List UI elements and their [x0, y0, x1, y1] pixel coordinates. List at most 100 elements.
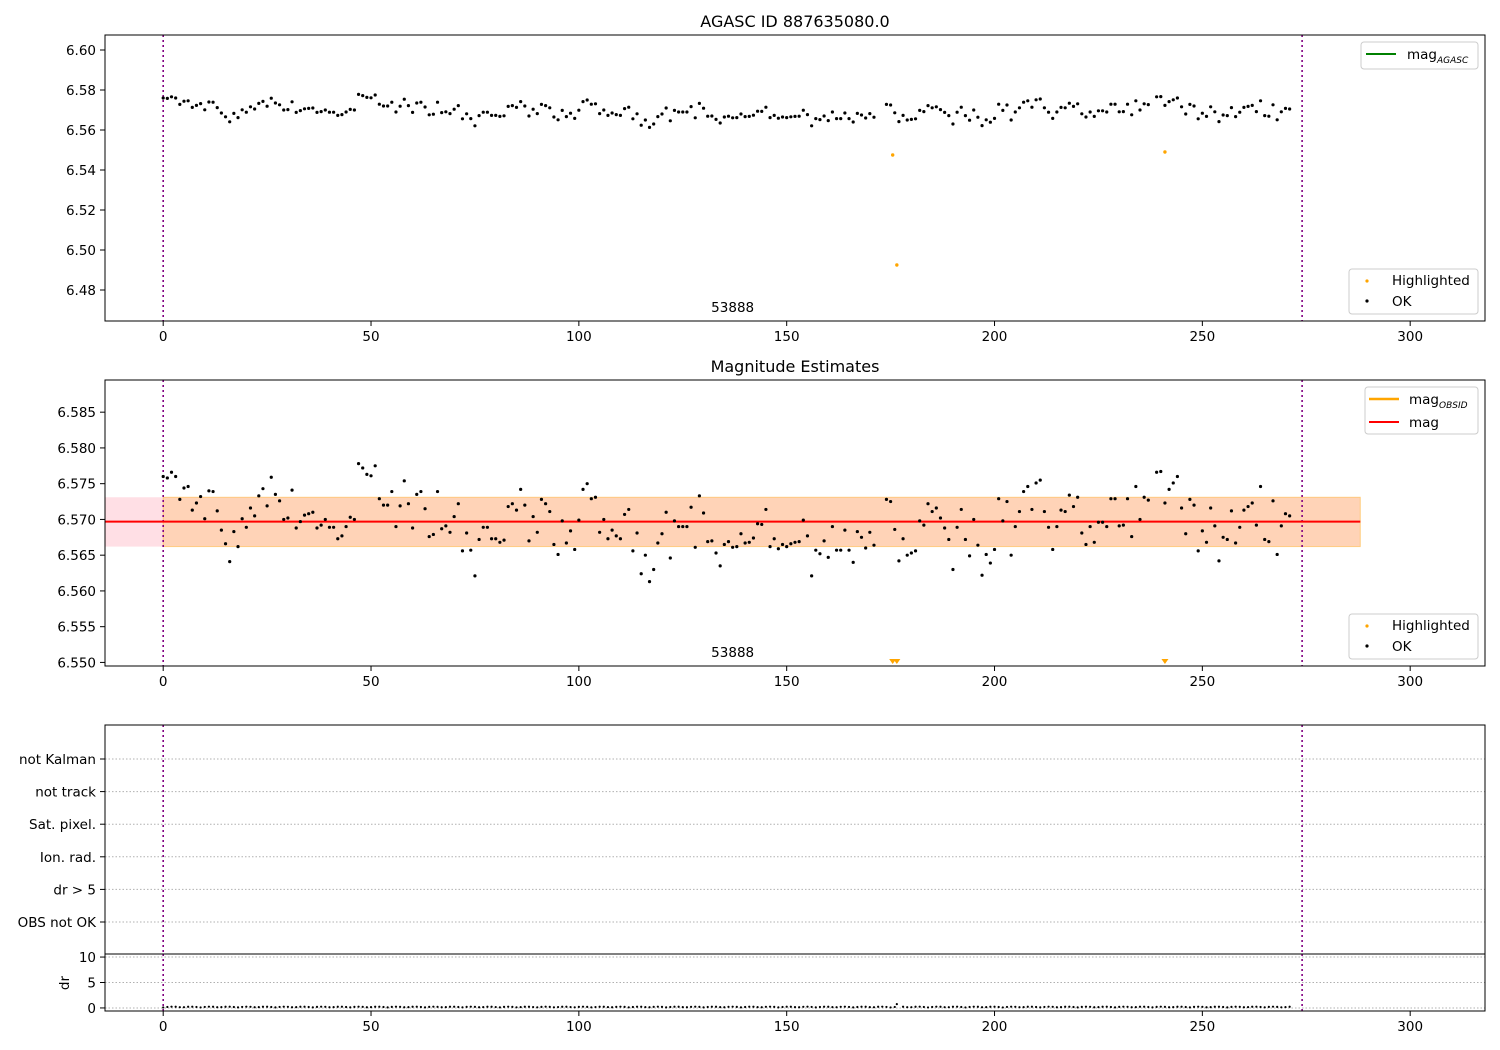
legend-box — [1348, 268, 1479, 315]
ok-point — [419, 100, 423, 104]
ok-point — [951, 567, 955, 572]
dr-point — [1163, 1005, 1167, 1008]
dr-point — [199, 1006, 202, 1009]
x-tick-label: 150 — [774, 329, 800, 345]
flags-panel: not Kalman not track Sat. pixel. Ion. rad. d… — [18, 724, 1486, 955]
dr-point — [1246, 1005, 1250, 1009]
ok-point — [340, 534, 344, 538]
dr-point — [353, 1005, 356, 1008]
dr-point — [777, 1006, 780, 1009]
dr-point — [798, 1006, 801, 1009]
dr-point — [286, 1005, 289, 1008]
dr-point — [573, 1006, 576, 1009]
dr-point — [623, 1005, 626, 1008]
ok-point — [290, 100, 294, 104]
ok-point — [1059, 105, 1063, 109]
ok-point — [228, 120, 232, 124]
dr-point — [1222, 1005, 1225, 1009]
dr-point — [1018, 1006, 1021, 1009]
dr-point — [453, 1005, 456, 1008]
ok-point — [435, 489, 440, 494]
ok-point — [477, 114, 481, 118]
dr-point — [1034, 1005, 1038, 1009]
dr-point — [723, 1006, 726, 1009]
y-tick-label: 6.52 — [66, 203, 96, 219]
ok-point — [1279, 524, 1283, 528]
ok-point — [203, 517, 207, 521]
ok-point — [373, 464, 377, 468]
dr-point — [170, 1005, 173, 1008]
ok-point — [614, 534, 618, 538]
ok-point — [1022, 489, 1026, 494]
ok-point — [943, 110, 947, 114]
dr-point — [519, 1005, 522, 1009]
dr-point — [652, 1005, 655, 1008]
dr-point — [1043, 1005, 1046, 1009]
ok-point — [1221, 113, 1225, 117]
ok-point — [764, 105, 768, 109]
ok-point — [622, 512, 627, 517]
dr-point — [1201, 1005, 1204, 1008]
obsid-annotation: 53888 — [711, 300, 754, 316]
ok-point — [739, 112, 743, 116]
ok-point — [1263, 114, 1267, 118]
ok-point — [494, 113, 498, 117]
dr-point — [872, 1006, 876, 1009]
ok-point — [481, 525, 485, 529]
ok-point — [1213, 524, 1217, 528]
ok-point — [805, 113, 810, 117]
ok-point — [984, 118, 988, 122]
ok-point — [327, 525, 332, 529]
dr-point — [444, 1005, 447, 1009]
dr-point — [561, 1005, 564, 1008]
dr-point — [914, 1005, 917, 1008]
dr-point — [694, 1005, 697, 1008]
plot-frame — [104, 34, 1486, 322]
dr-point — [191, 1005, 194, 1008]
ok-point — [1258, 99, 1263, 103]
ok-point — [174, 474, 178, 479]
dr-point — [793, 1006, 797, 1009]
dr-point — [162, 1006, 165, 1009]
ok-point — [972, 517, 976, 522]
estimates-panel-title: Magnitude Estimates — [711, 357, 880, 376]
ok-point — [967, 554, 972, 558]
ok-point — [859, 113, 864, 117]
dr-point — [266, 1005, 269, 1008]
dr-point — [245, 1005, 248, 1008]
ok-point — [631, 117, 635, 121]
ok-point — [527, 539, 531, 543]
y-tick-label: 6.56 — [66, 123, 96, 139]
legend-marker-highlighted — [1365, 624, 1369, 628]
ok-point — [593, 495, 598, 499]
ok-point — [207, 489, 211, 493]
ok-point — [423, 105, 427, 109]
ok-point — [930, 509, 934, 514]
ok-point — [452, 514, 456, 519]
ok-point — [1229, 509, 1234, 513]
ok-point — [926, 104, 930, 108]
dr-point — [702, 1006, 705, 1009]
ok-point — [240, 517, 244, 521]
ok-point — [685, 524, 689, 529]
ok-point — [668, 119, 672, 123]
ok-point — [735, 116, 739, 120]
ok-point — [315, 110, 319, 114]
ok-point — [560, 108, 564, 112]
ok-point — [938, 108, 943, 112]
dr-point — [839, 1005, 842, 1008]
dr-point — [627, 1006, 630, 1009]
dr-point — [1180, 1005, 1183, 1008]
y-tick-label: 10 — [79, 950, 96, 966]
y-tick-label: 6.48 — [66, 283, 96, 299]
ok-point — [219, 528, 223, 532]
ok-point — [810, 574, 814, 578]
dr-point — [744, 1005, 747, 1009]
dr-point — [203, 1005, 206, 1009]
ok-point — [963, 114, 968, 118]
legend-mag: magOBSID mag — [1364, 386, 1479, 435]
dr-point — [303, 1005, 306, 1008]
ok-point — [1051, 116, 1055, 120]
ok-point — [743, 115, 747, 119]
ok-point — [739, 532, 743, 536]
